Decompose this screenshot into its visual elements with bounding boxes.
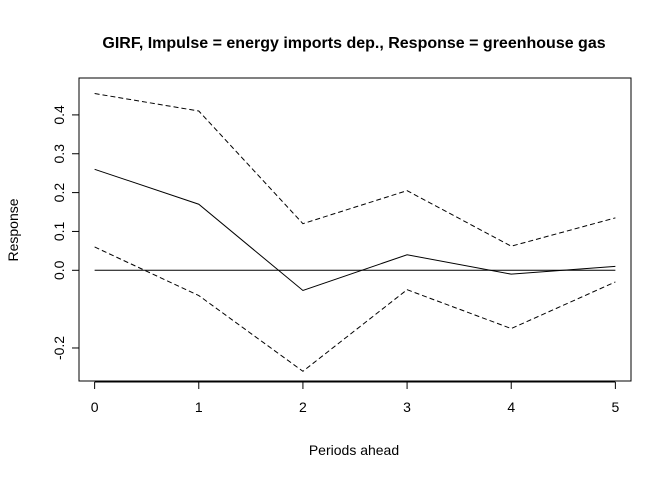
plot-area bbox=[78, 77, 632, 382]
x-tick-label: 2 bbox=[299, 399, 307, 415]
x-tick-label: 5 bbox=[611, 399, 619, 415]
series-line-lower bbox=[94, 246, 616, 372]
y-tick-label: 0.3 bbox=[51, 144, 67, 164]
x-tick-label: 3 bbox=[403, 399, 411, 415]
y-tick-label: -0.2 bbox=[51, 336, 67, 360]
x-axis: 0 1 2 3 4 5 bbox=[91, 381, 619, 415]
y-tick-label: 0.0 bbox=[51, 260, 67, 280]
x-tick-label: 4 bbox=[507, 399, 515, 415]
plot-frame bbox=[78, 77, 632, 382]
x-tick-label: 0 bbox=[91, 399, 99, 415]
y-axis: -0.2 0.0 0.1 0.2 0.3 0.4 bbox=[51, 105, 80, 360]
y-axis-label: Response bbox=[5, 198, 21, 261]
x-tick-label: 1 bbox=[195, 399, 203, 415]
series-line-upper bbox=[94, 93, 616, 247]
chart-title: GIRF, Impulse = energy imports dep., Res… bbox=[102, 35, 605, 52]
y-tick-label: 0.1 bbox=[51, 222, 67, 242]
y-tick-label: 0.2 bbox=[51, 183, 67, 203]
x-axis-label: Periods ahead bbox=[309, 442, 399, 458]
y-tick-label: 0.4 bbox=[51, 105, 67, 125]
series-line-response bbox=[94, 168, 616, 292]
